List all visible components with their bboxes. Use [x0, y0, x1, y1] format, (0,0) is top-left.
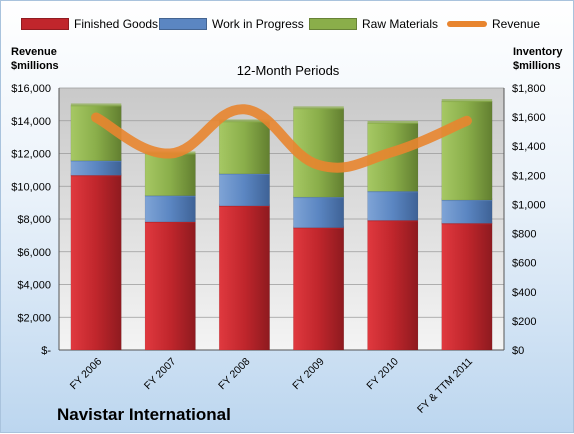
- bar-finished-goods: [219, 206, 269, 350]
- legend-item-finished-goods: Finished Goods: [21, 11, 158, 37]
- right-tick-label: $0: [512, 345, 524, 357]
- x-tick-label: FY 2009: [290, 356, 327, 393]
- right-tick-label: $1,200: [512, 170, 546, 182]
- left-tick-label: $12,000: [11, 149, 51, 161]
- legend-swatch-revenue: [447, 21, 487, 27]
- x-tick-label: FY 2008: [216, 356, 253, 393]
- left-tick-label: $4,000: [17, 280, 51, 292]
- bar-raw-materials: [219, 121, 269, 173]
- bar-cap-raw-materials: [71, 103, 121, 106]
- legend-label-finished-goods: Finished Goods: [74, 17, 158, 31]
- bar-work-in-progress: [145, 196, 195, 222]
- left-tick-label: $2,000: [17, 312, 51, 324]
- bar-raw-materials: [145, 154, 195, 196]
- right-tick-label: $1,400: [512, 141, 546, 153]
- legend-item-work-in-progress: Work in Progress: [159, 11, 304, 37]
- legend-label-work-in-progress: Work in Progress: [212, 17, 304, 31]
- left-tick-label: $16,000: [11, 83, 51, 95]
- left-tick-label: $10,000: [11, 181, 51, 193]
- right-tick-label: $200: [512, 316, 536, 328]
- bar-cap-raw-materials: [368, 121, 418, 124]
- x-tick-label: FY 2010: [364, 356, 401, 393]
- left-axis-title-line1: Revenue: [11, 45, 59, 59]
- right-axis-title-line1: Inventory: [513, 45, 563, 59]
- right-tick-label: $800: [512, 229, 536, 241]
- legend-label-raw-materials: Raw Materials: [362, 17, 438, 31]
- bar-work-in-progress: [293, 197, 343, 228]
- right-tick-label: $1,600: [512, 112, 546, 124]
- legend-swatch-raw-materials: [309, 18, 357, 30]
- legend-swatch-finished-goods: [21, 18, 69, 30]
- x-tick-label: FY & TTM 2011: [415, 356, 475, 416]
- bar-work-in-progress: [219, 174, 269, 206]
- right-tick-label: $400: [512, 287, 536, 299]
- bar-cap-raw-materials: [293, 106, 343, 109]
- right-tick-label: $1,000: [512, 199, 546, 211]
- x-tick-label: FY 2006: [68, 356, 105, 393]
- left-tick-label: $6,000: [17, 247, 51, 259]
- bar-work-in-progress: [71, 161, 121, 176]
- company-name: Navistar International: [57, 405, 231, 425]
- bar-finished-goods: [71, 175, 121, 350]
- legend-item-revenue: Revenue: [447, 11, 540, 37]
- left-tick-label: $14,000: [11, 116, 51, 128]
- bar-work-in-progress: [442, 200, 492, 223]
- right-tick-label: $1,800: [512, 83, 546, 95]
- legend-swatch-work-in-progress: [159, 18, 207, 30]
- legend-label-revenue: Revenue: [492, 17, 540, 31]
- legend: Finished Goods Work in Progress Raw Mate…: [21, 11, 561, 37]
- left-tick-label: $-: [41, 345, 51, 357]
- bar-finished-goods: [442, 223, 492, 350]
- bar-finished-goods: [293, 228, 343, 350]
- legend-item-raw-materials: Raw Materials: [309, 11, 438, 37]
- chart-subtitle: 12-Month Periods: [1, 63, 574, 78]
- bar-finished-goods: [145, 222, 195, 350]
- bar-finished-goods: [368, 220, 418, 350]
- left-tick-label: $8,000: [17, 214, 51, 226]
- bar-work-in-progress: [368, 191, 418, 220]
- bar-cap-raw-materials: [442, 99, 492, 102]
- right-tick-label: $600: [512, 258, 536, 270]
- x-tick-label: FY 2007: [142, 356, 179, 393]
